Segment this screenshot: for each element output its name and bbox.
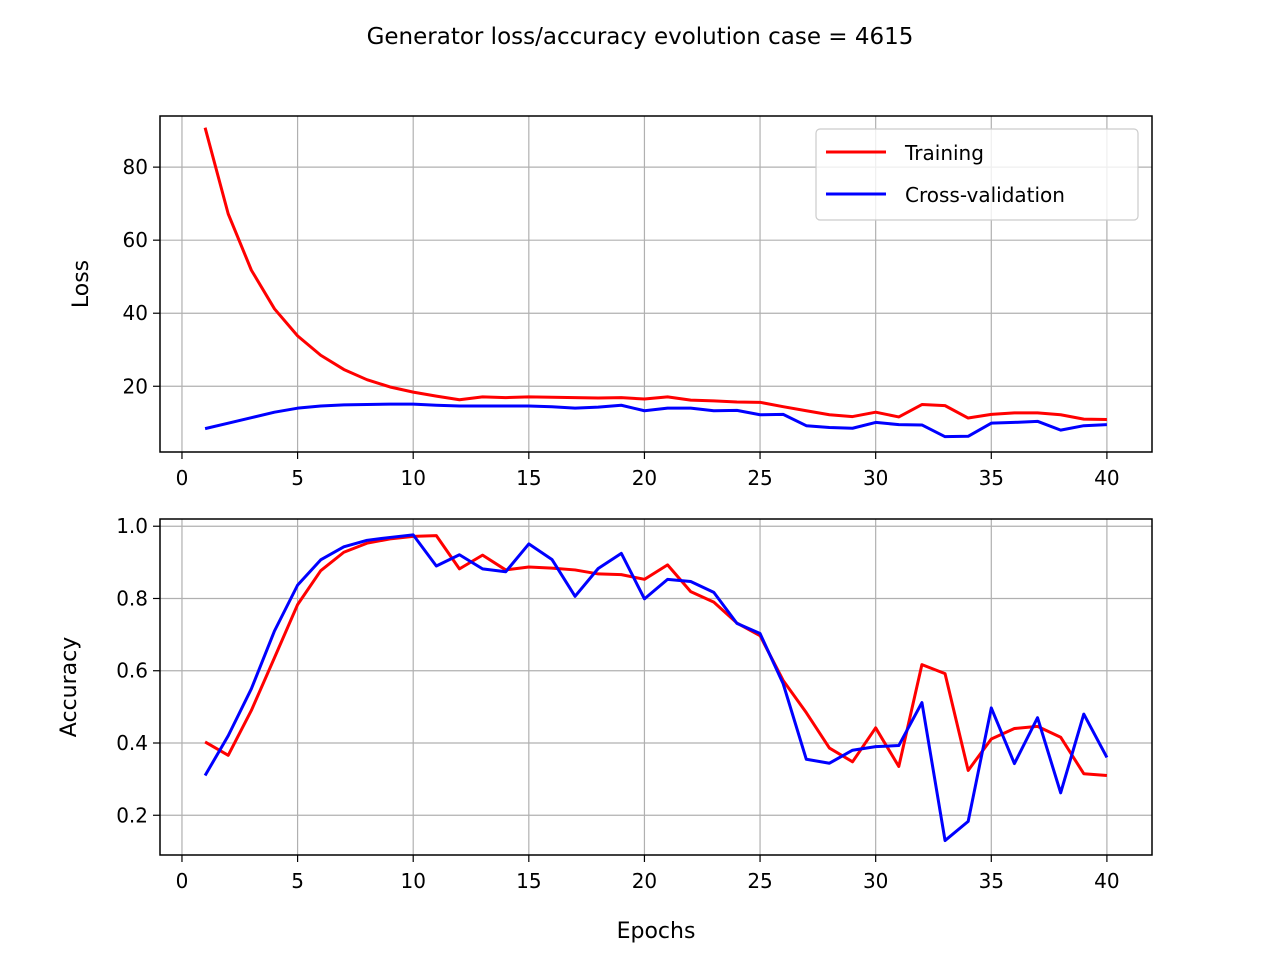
accuracy-series-cross-validation bbox=[203, 533, 1109, 843]
loss-x-ticks: 0 5 10 15 20 25 30 35 40 bbox=[176, 452, 1120, 490]
accuracy-x-tick-label: 35 bbox=[979, 869, 1004, 893]
accuracy-x-tick-label: 5 bbox=[291, 869, 304, 893]
loss-y-tick-label: 80 bbox=[123, 155, 148, 179]
loss-y-tick-label: 60 bbox=[123, 228, 148, 252]
accuracy-x-tick-label: 10 bbox=[400, 869, 425, 893]
accuracy-y-tick-label: 0.4 bbox=[116, 731, 148, 755]
loss-y-tick-label: 20 bbox=[123, 374, 148, 398]
loss-x-tick-label: 35 bbox=[979, 466, 1004, 490]
legend-label-training: Training bbox=[904, 141, 984, 165]
loss-x-tick-label: 0 bbox=[176, 466, 189, 490]
accuracy-x-tick-label: 40 bbox=[1094, 869, 1119, 893]
legend-label-cross-validation: Cross-validation bbox=[905, 183, 1065, 207]
loss-plot-frame bbox=[159, 115, 1153, 453]
loss-x-tick-label: 15 bbox=[516, 466, 541, 490]
loss-y-axis-label: Loss bbox=[69, 260, 94, 308]
loss-x-tick-label: 30 bbox=[863, 466, 888, 490]
accuracy-lines bbox=[203, 533, 1109, 843]
chart-title: Generator loss/accuracy evolution case =… bbox=[367, 24, 914, 50]
accuracy-series-training bbox=[204, 534, 1108, 778]
accuracy-x-ticks: 0 5 10 15 20 25 30 35 40 bbox=[176, 855, 1120, 893]
loss-subplot: 0 5 10 15 20 25 30 35 40 20 40 60 80 Loss Training … bbox=[69, 115, 1153, 490]
loss-series-cross-validation bbox=[204, 402, 1107, 439]
loss-y-tick-label: 40 bbox=[123, 301, 148, 325]
accuracy-x-tick-label: 30 bbox=[863, 869, 888, 893]
x-axis-label: Epochs bbox=[617, 919, 696, 944]
loss-x-tick-label: 25 bbox=[747, 466, 772, 490]
loss-x-tick-label: 40 bbox=[1094, 466, 1119, 490]
legend-box bbox=[815, 128, 1139, 221]
accuracy-y-tick-label: 1.0 bbox=[116, 514, 148, 538]
accuracy-y-tick-label: 0.6 bbox=[116, 659, 148, 683]
accuracy-x-tick-label: 0 bbox=[176, 869, 189, 893]
loss-y-ticks: 20 40 60 80 bbox=[123, 155, 160, 398]
loss-x-tick-label: 10 bbox=[400, 466, 425, 490]
loss-series-training bbox=[203, 127, 1107, 421]
accuracy-y-tick-label: 0.8 bbox=[116, 586, 148, 610]
accuracy-x-tick-label: 15 bbox=[516, 869, 541, 893]
loss-x-tick-label: 20 bbox=[632, 466, 657, 490]
loss-x-tick-label: 5 bbox=[291, 466, 304, 490]
accuracy-y-axis-label: Accuracy bbox=[57, 637, 82, 737]
accuracy-plot-frame bbox=[159, 518, 1153, 856]
accuracy-subplot: 0 5 10 15 20 25 30 35 40 0.2 0.4 0.6 0.8 1.0 Accurac… bbox=[57, 514, 1153, 944]
legend: Training Cross-validation bbox=[815, 128, 1139, 221]
accuracy-x-tick-label: 25 bbox=[747, 869, 772, 893]
loss-lines bbox=[203, 127, 1107, 439]
accuracy-x-tick-label: 20 bbox=[632, 869, 657, 893]
accuracy-y-ticks: 0.2 0.4 0.6 0.8 1.0 bbox=[116, 514, 160, 827]
accuracy-y-tick-label: 0.2 bbox=[116, 803, 148, 827]
